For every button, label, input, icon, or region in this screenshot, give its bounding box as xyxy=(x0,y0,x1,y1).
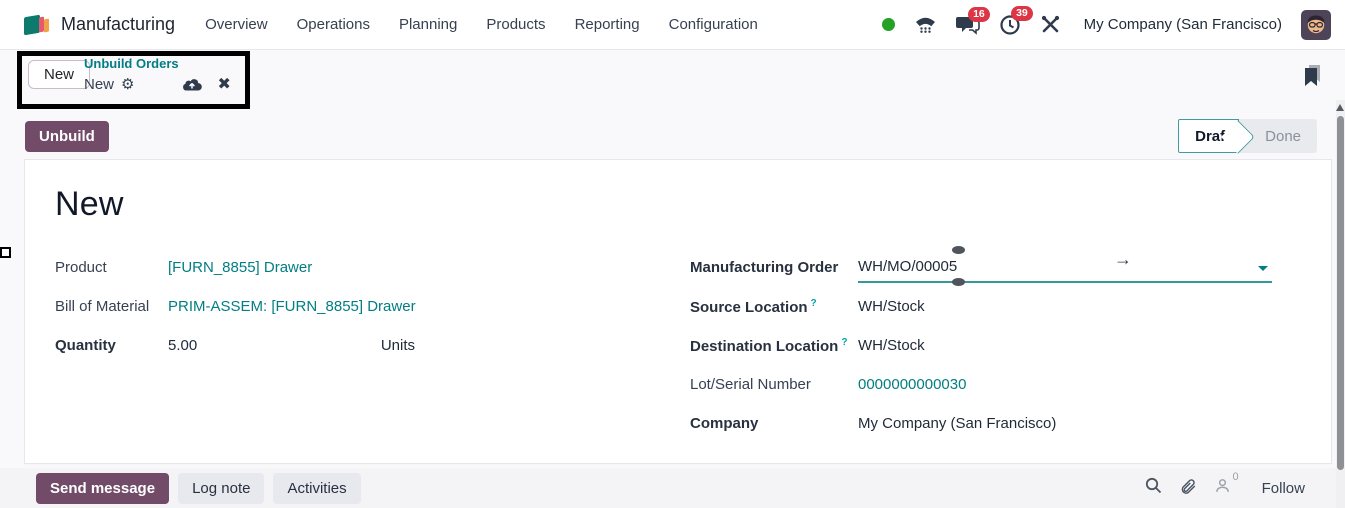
search-messages-icon[interactable] xyxy=(1145,477,1162,499)
field-lot-serial: Lot/Serial Number 0000000000030 xyxy=(690,365,1331,404)
manufacturing-app-icon[interactable] xyxy=(24,13,52,37)
save-cloud-icon[interactable] xyxy=(182,77,203,92)
app-name[interactable]: Manufacturing xyxy=(61,14,176,34)
help-question-icon[interactable]: ? xyxy=(841,336,848,348)
bom-value-link[interactable]: PRIM-ASSEM: [FURN_8855] Drawer xyxy=(168,298,416,315)
selection-handle-top xyxy=(952,245,965,254)
activities-button[interactable]: Activities xyxy=(273,472,361,504)
source-location-label-text: Source Location xyxy=(690,298,808,316)
breadcrumb-parent-link[interactable]: Unbuild Orders xyxy=(84,56,179,71)
mo-value[interactable]: WH/MO/00005 xyxy=(858,258,958,275)
scrollbar-up-arrow[interactable] xyxy=(1336,104,1344,111)
attachment-paperclip-icon[interactable] xyxy=(1179,477,1197,500)
stage-draft[interactable]: Draft xyxy=(1178,119,1240,153)
field-product: Product [FURN_8855] Drawer xyxy=(55,248,475,287)
company-value[interactable]: My Company (San Francisco) xyxy=(858,415,1057,432)
mo-input[interactable]: WH/MO/00005 xyxy=(858,245,1272,286)
selection-handle-bottom xyxy=(952,277,965,286)
send-message-button[interactable]: Send message xyxy=(36,472,170,504)
field-company: Company My Company (San Francisco) xyxy=(690,404,1331,443)
form-right-column: Manufacturing Order WH/MO/00005 → Source… xyxy=(690,245,1331,443)
new-button[interactable]: New xyxy=(28,60,91,89)
dropdown-caret-icon[interactable] xyxy=(1258,265,1268,271)
bom-label: Bill of Material xyxy=(55,298,150,315)
activities-clock-icon[interactable]: 39 xyxy=(999,5,1034,36)
destination-location-label-text: Destination Location xyxy=(690,337,839,355)
form-sheet: New Product [FURN_8855] Drawer Bill of M… xyxy=(25,160,1331,463)
followers-icon[interactable]: 0 xyxy=(1214,471,1239,499)
phone-icon[interactable] xyxy=(914,15,937,35)
field-source-location: Source Location? WH/Stock xyxy=(690,287,1331,326)
field-bom: Bill of Material PRIM-ASSEM: [FURN_8855]… xyxy=(55,287,475,326)
user-avatar[interactable] xyxy=(1301,9,1331,40)
source-location-value[interactable]: WH/Stock xyxy=(858,298,925,315)
product-value-link[interactable]: [FURN_8855] Drawer xyxy=(168,259,313,276)
company-switcher[interactable]: My Company (San Francisco) xyxy=(1083,16,1282,33)
lot-serial-value-link[interactable]: 0000000000030 xyxy=(858,376,967,393)
menu-configuration[interactable]: Configuration xyxy=(668,16,758,33)
unbuild-button[interactable]: Unbuild xyxy=(25,121,109,152)
breadcrumb: Unbuild Orders New ⚙ ✖ xyxy=(84,56,231,94)
record-title: New xyxy=(55,185,124,223)
company-label: Company xyxy=(690,415,759,432)
action-row: Unbuild Draft Done xyxy=(0,115,1345,160)
lot-serial-label: Lot/Serial Number xyxy=(690,376,811,393)
messages-icon[interactable]: 16 xyxy=(955,6,991,35)
online-status-icon xyxy=(881,18,895,31)
log-note-button[interactable]: Log note xyxy=(178,472,265,504)
tools-icon[interactable] xyxy=(1040,14,1061,35)
internal-link-arrow-icon[interactable]: → xyxy=(1114,249,1132,269)
quantity-value[interactable]: 5.00 xyxy=(168,337,198,354)
source-location-label: Source Location? xyxy=(690,298,858,316)
destination-location-label: Destination Location? xyxy=(690,337,858,355)
menu-overview[interactable]: Overview xyxy=(205,16,268,33)
mo-label: Manufacturing Order xyxy=(690,259,839,276)
help-question-icon[interactable]: ? xyxy=(810,297,817,309)
messages-badge: 16 xyxy=(967,6,991,23)
activities-badge: 39 xyxy=(1010,5,1034,22)
field-destination-location: Destination Location? WH/Stock xyxy=(690,326,1331,365)
main-menu: Overview Operations Planning Products Re… xyxy=(205,16,758,33)
breadcrumb-current: New xyxy=(84,75,115,93)
menu-planning[interactable]: Planning xyxy=(398,16,458,33)
control-panel: New Unbuild Orders New ⚙ ✖ xyxy=(0,50,1345,115)
menu-reporting[interactable]: Reporting xyxy=(574,16,640,33)
destination-location-value[interactable]: WH/Stock xyxy=(858,337,925,354)
gear-icon[interactable]: ⚙ xyxy=(121,75,135,93)
chatter-bar: Send message Log note Activities 0 Follo… xyxy=(0,468,1345,508)
menu-operations[interactable]: Operations xyxy=(296,16,370,33)
status-bar: Draft Done xyxy=(1178,119,1317,153)
scrollbar-thumb[interactable] xyxy=(1337,116,1344,470)
followers-count: 0 xyxy=(1232,471,1239,483)
discard-x-icon[interactable]: ✖ xyxy=(217,75,231,93)
top-nav: Manufacturing Overview Operations Planni… xyxy=(0,0,1345,50)
annotation-resize-handle xyxy=(0,247,11,258)
field-quantity: Quantity 5.00 Units xyxy=(55,326,475,365)
bookmark-icon[interactable] xyxy=(1304,64,1323,93)
product-label: Product xyxy=(55,259,107,276)
form-left-column: Product [FURN_8855] Drawer Bill of Mater… xyxy=(55,248,475,443)
quantity-label: Quantity xyxy=(55,337,116,354)
quantity-uom: Units xyxy=(380,337,415,354)
follow-button[interactable]: Follow xyxy=(1261,479,1305,497)
menu-products[interactable]: Products xyxy=(486,16,546,33)
field-manufacturing-order: Manufacturing Order WH/MO/00005 → xyxy=(690,245,1331,287)
